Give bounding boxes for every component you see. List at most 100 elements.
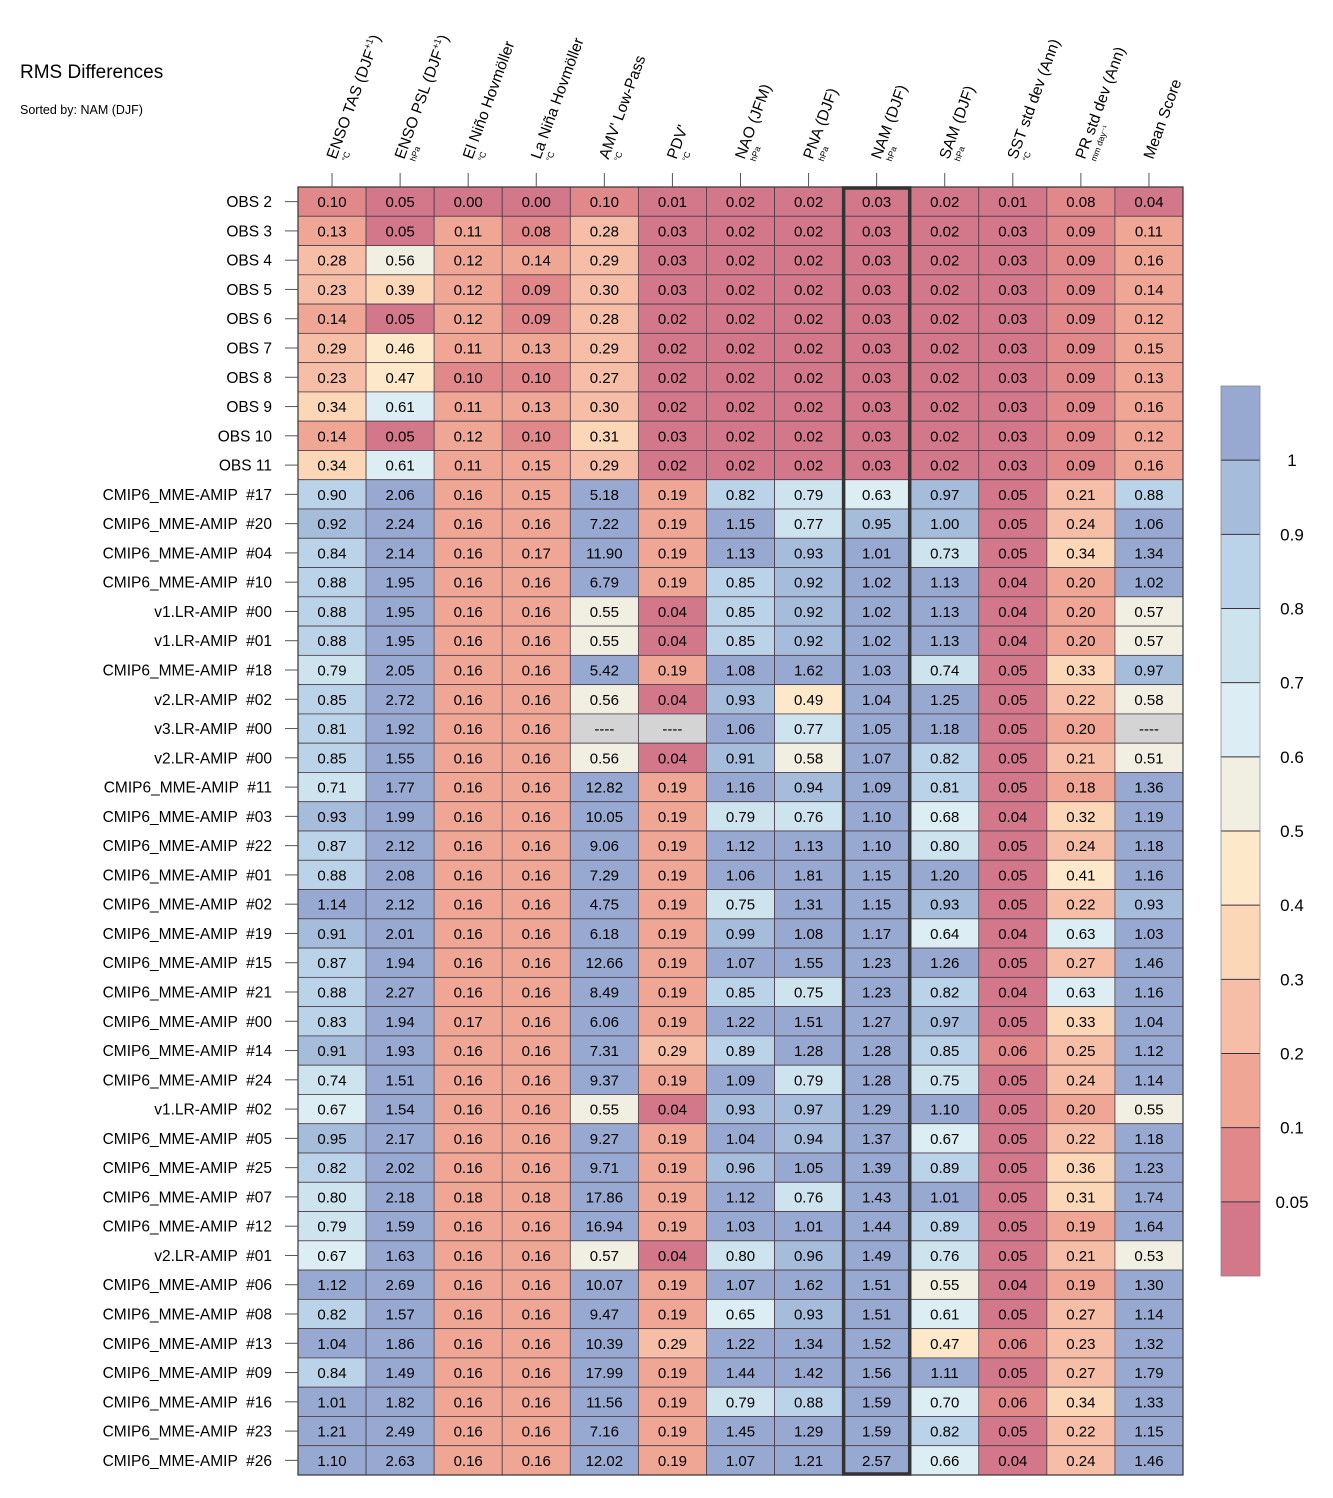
cell-value: 0.03 bbox=[998, 341, 1027, 358]
cell-value: 0.75 bbox=[930, 1072, 959, 1089]
cell-value: 12.82 bbox=[586, 780, 624, 797]
cell-value: 1.08 bbox=[726, 663, 755, 680]
cell-value: 0.04 bbox=[998, 1277, 1027, 1294]
heatmap-cell bbox=[842, 1035, 912, 1066]
cell-value: 0.16 bbox=[522, 575, 551, 592]
cell-value: 1.44 bbox=[726, 1365, 755, 1382]
cell-value: 1.12 bbox=[1134, 1043, 1163, 1060]
heatmap-cell bbox=[433, 332, 503, 364]
cell-value: 0.16 bbox=[522, 750, 551, 767]
heatmap-cell bbox=[978, 567, 1048, 598]
heatmap-cell bbox=[978, 976, 1048, 1008]
heatmap-cell bbox=[706, 889, 775, 920]
heatmap-cell bbox=[433, 1386, 503, 1417]
cell-value: 0.04 bbox=[998, 926, 1027, 943]
cell-value: 0.04 bbox=[658, 604, 687, 621]
cell-value: 0.01 bbox=[658, 194, 687, 211]
heatmap-cell bbox=[1046, 625, 1116, 656]
cell-value: 1.13 bbox=[930, 604, 959, 621]
cell-value: 1.93 bbox=[386, 1043, 415, 1060]
heatmap-cell bbox=[1114, 830, 1184, 861]
cell-value: 0.30 bbox=[590, 282, 619, 299]
heatmap-cell bbox=[433, 918, 503, 949]
cell-value: 0.32 bbox=[1066, 809, 1095, 826]
cell-value: 0.02 bbox=[930, 370, 959, 387]
cell-value: 0.16 bbox=[454, 575, 483, 592]
colorbar-segment bbox=[1221, 1053, 1260, 1128]
heatmap-cell bbox=[978, 450, 1048, 481]
row-label: CMIP6_MME-AMIP #06 bbox=[103, 1277, 272, 1294]
cell-value: 0.03 bbox=[862, 458, 891, 475]
heatmap-cell bbox=[501, 654, 571, 686]
cell-value: 0.27 bbox=[1066, 1307, 1095, 1324]
heatmap-cell bbox=[1114, 1152, 1184, 1183]
cell-value: 0.05 bbox=[998, 1160, 1027, 1177]
heatmap-cell bbox=[910, 596, 980, 627]
cell-value: 0.20 bbox=[1066, 1102, 1095, 1119]
cell-value: 0.02 bbox=[930, 458, 959, 475]
row-label: CMIP6_MME-AMIP #13 bbox=[103, 1336, 272, 1353]
cell-value: 17.86 bbox=[586, 1189, 624, 1206]
heatmap-cell bbox=[842, 1094, 912, 1125]
heatmap-cell bbox=[637, 479, 707, 510]
cell-value: 1.01 bbox=[317, 1394, 346, 1411]
column-label-superscript: +1 bbox=[430, 37, 444, 51]
heatmap-cell bbox=[569, 596, 639, 627]
highlighted-column-frame bbox=[841, 186, 912, 1476]
cell-value: 0.10 bbox=[522, 428, 551, 445]
cell-value: 0.82 bbox=[930, 1424, 959, 1441]
cell-value: 0.81 bbox=[930, 780, 959, 797]
cell-value: 0.23 bbox=[317, 282, 346, 299]
cell-value: 0.65 bbox=[726, 1307, 755, 1324]
cell-value: 0.16 bbox=[522, 1424, 551, 1441]
cell-value: 0.75 bbox=[794, 985, 823, 1002]
cell-value: 0.51 bbox=[1134, 750, 1163, 767]
colorbar-segment bbox=[1221, 979, 1260, 1054]
cell-value: 1.32 bbox=[1134, 1336, 1163, 1353]
cell-value: 0.19 bbox=[658, 1072, 687, 1089]
row-label: CMIP6_MME-AMIP #19 bbox=[103, 926, 272, 943]
heatmap-cell bbox=[433, 742, 503, 773]
cell-value: 0.19 bbox=[658, 516, 687, 533]
cell-value: 1.03 bbox=[1134, 926, 1163, 943]
heatmap-cell bbox=[365, 537, 435, 568]
heatmap-cell bbox=[1046, 186, 1116, 217]
cell-value: 0.67 bbox=[317, 1102, 346, 1119]
cell-value: 0.16 bbox=[454, 1277, 483, 1294]
cell-value: 1.55 bbox=[794, 955, 823, 972]
cell-value: 0.29 bbox=[658, 1336, 687, 1353]
cell-value: 0.77 bbox=[794, 516, 823, 533]
cell-value: 0.16 bbox=[454, 663, 483, 680]
cell-value: 0.16 bbox=[454, 1131, 483, 1148]
colorbar-segment bbox=[1221, 460, 1260, 535]
cell-value: 0.79 bbox=[726, 809, 755, 826]
cell-value: 0.05 bbox=[386, 311, 415, 328]
cell-value: 0.05 bbox=[386, 428, 415, 445]
heatmap-cell bbox=[1114, 567, 1184, 598]
cell-value: 0.02 bbox=[658, 458, 687, 475]
cell-value: 0.03 bbox=[862, 399, 891, 416]
heatmap-cell bbox=[1046, 420, 1116, 451]
heatmap-cell bbox=[774, 1152, 844, 1183]
heatmap-cell bbox=[433, 508, 503, 539]
heatmap-cell bbox=[637, 1123, 707, 1154]
cell-value: 12.66 bbox=[586, 955, 624, 972]
row-label: CMIP6_MME-AMIP #00 bbox=[103, 1014, 273, 1031]
heatmap-cell bbox=[569, 918, 639, 949]
heatmap-cell bbox=[365, 1445, 435, 1476]
cell-value: 0.02 bbox=[794, 223, 823, 240]
cell-value: 0.79 bbox=[794, 1072, 823, 1089]
cell-value: 0.02 bbox=[794, 370, 823, 387]
heatmap-cell bbox=[1046, 830, 1116, 861]
cell-value: 0.02 bbox=[658, 311, 687, 328]
cell-value: 0.82 bbox=[317, 1307, 346, 1324]
heatmap-cell bbox=[706, 1123, 775, 1154]
cell-value: 0.55 bbox=[590, 633, 619, 650]
cell-value: 1.17 bbox=[862, 926, 891, 943]
heatmap-cell bbox=[501, 772, 571, 803]
heatmap-cell bbox=[978, 1064, 1048, 1095]
cell-value: 0.97 bbox=[794, 1102, 823, 1119]
colorbar-segment bbox=[1221, 608, 1260, 683]
cell-value: 0.05 bbox=[998, 1365, 1027, 1382]
cell-value: 0.05 bbox=[998, 838, 1027, 855]
